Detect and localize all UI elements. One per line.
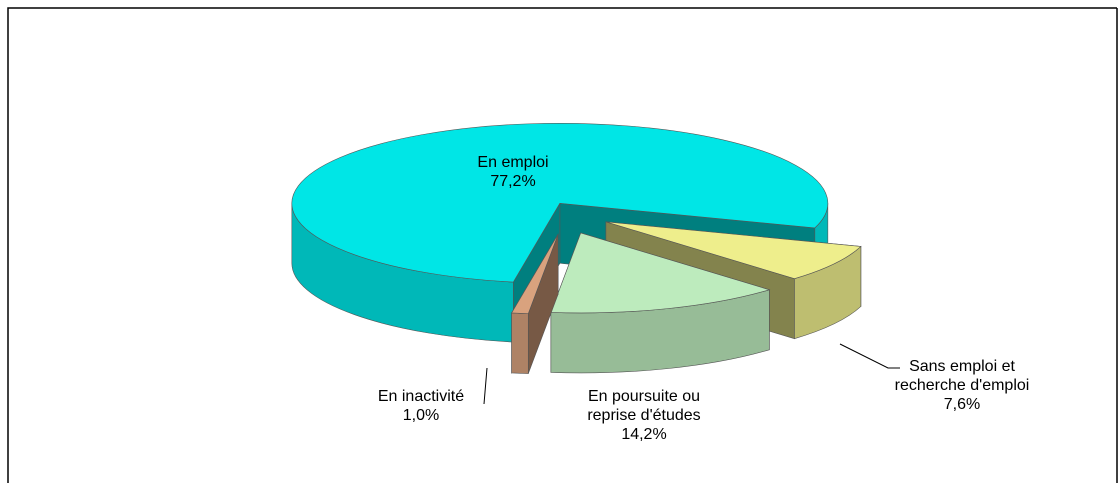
- category-label: En emploi: [477, 154, 549, 171]
- frame: [7, 7, 1117, 483]
- category-label: En poursuite ou reprise d'études: [587, 388, 701, 424]
- value-label: 1,0%: [402, 407, 440, 424]
- slice-top: [605, 221, 862, 279]
- leader-line: [483, 367, 488, 405]
- category-label: Sans emploi et recherche d'emploi: [894, 358, 1030, 394]
- slice-label: En emploi 77,2%: [433, 153, 593, 191]
- slice-wall: [511, 312, 529, 374]
- leader-line: [839, 343, 900, 369]
- category-label: En inactivité: [377, 388, 465, 405]
- pie-slice: [550, 232, 771, 374]
- slices: [291, 122, 862, 375]
- value-label: 14,2%: [621, 426, 667, 443]
- slice-label: Sans emploi et recherche d'emploi 7,6%: [877, 357, 1047, 414]
- slice-top: [291, 122, 829, 283]
- slice-label: En inactivité 1,0%: [351, 387, 491, 425]
- value-label: 77,2%: [490, 173, 536, 190]
- slice-top: [550, 232, 771, 314]
- pie-slice: [511, 233, 559, 375]
- value-label: 7,6%: [943, 396, 981, 413]
- slice-label: En poursuite ou reprise d'études 14,2%: [564, 387, 724, 444]
- slice-top: [511, 233, 559, 314]
